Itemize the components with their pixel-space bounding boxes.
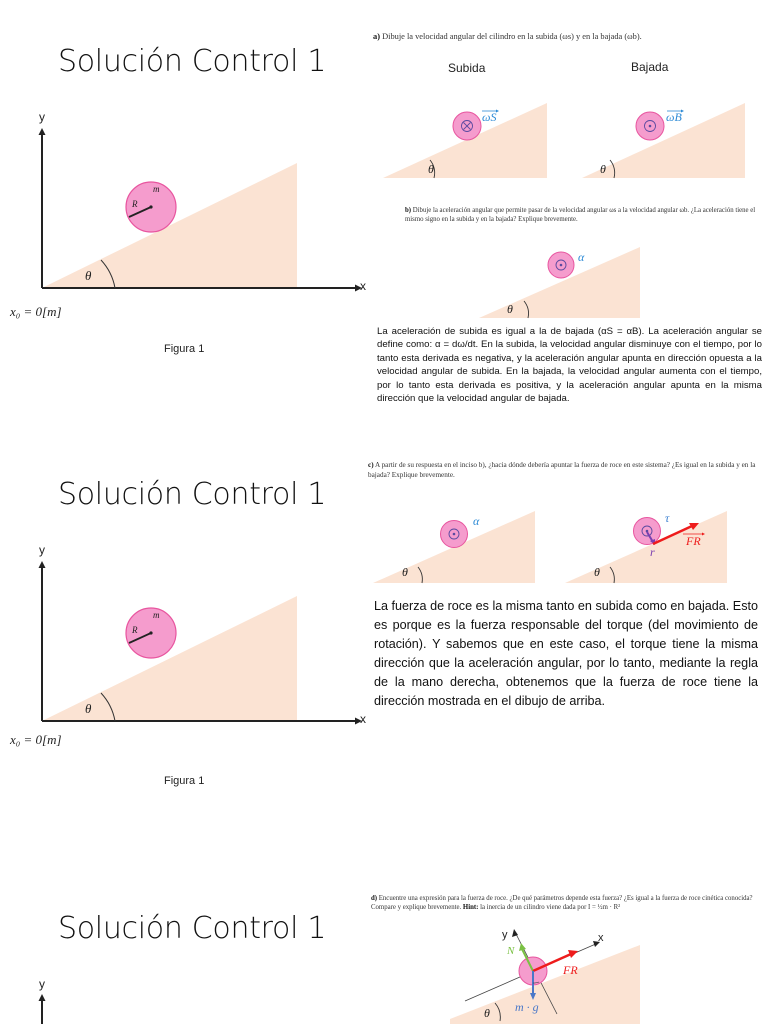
friction-diagrams [373,511,727,584]
fbd-y-label: y [502,929,508,941]
incline-figure-partial [38,994,46,1024]
y-axis-arrow-icon [38,561,46,568]
mass-label: m [153,184,160,194]
question-d: d) Encuentre una expresión para la fuerz… [371,895,753,912]
into-page-icon [461,120,473,132]
answer-b: La aceleración de subida es igual a la d… [377,326,762,405]
omega-diagrams [383,103,745,179]
radius-line [128,206,152,218]
slide-title: Solución Control 1 [58,911,327,946]
free-body-diagram [450,929,640,1024]
y-axis-arrow-icon [38,128,46,135]
label-bajada: Bajada [631,60,669,74]
figure-caption: Figura 1 [164,775,205,787]
omega-s-label: ωS [482,110,497,124]
friction-label: FR [686,534,701,548]
slide-title: Solución Control 1 [58,44,327,79]
x-axis-arrow-icon [355,717,362,725]
x-axis-label: x [360,712,366,726]
mass-label: m [153,610,160,620]
figure-caption: Figura 1 [164,343,205,355]
y-axis-label: y [39,977,45,991]
radius-label: R [132,625,138,635]
friction-label: FR [563,963,578,977]
y-axis-label: y [39,543,45,557]
question-a: a) Dibuje la velocidad angular del cilin… [373,32,642,41]
omega-b-label: ωB [666,110,682,124]
r-label: r [650,545,655,559]
angle-label: θ [428,162,434,176]
question-b: b) Dibuje la aceleración angular que per… [405,207,756,223]
origin-label: x₀ = 0[m] [10,304,62,319]
angle-label: θ [85,268,92,283]
x-axis-label: x [360,279,366,293]
angle-label: θ [85,701,92,716]
label-subida: Subida [448,61,486,75]
incline-figure [38,561,362,725]
incline-figure [38,128,362,292]
weight-label: m · g [515,1000,539,1014]
x-axis-arrow-icon [355,284,362,292]
answer-c: La fuerza de roce es la misma tanto en s… [374,599,758,708]
tau-label: τ [665,511,670,525]
normal-label: N [507,945,515,957]
angle-label: θ [594,565,600,579]
slide-title: Solución Control 1 [58,477,327,512]
angle-label: θ [507,302,513,316]
alpha-diagram [479,247,640,319]
out-of-page-icon [641,525,653,537]
radius-label: R [132,199,138,209]
fbd-x-label: x [598,932,604,944]
out-of-page-icon [555,259,567,271]
y-axis-label: y [39,110,45,124]
angle-arc [100,259,116,289]
question-c: c) A partir de su respuesta en el inciso… [368,461,756,479]
origin-label: x₀ = 0[m] [10,732,62,747]
alpha-label: α [578,250,585,264]
angle-label: θ [600,162,606,176]
angle-label: θ [402,565,408,579]
alpha-label: α [473,514,480,528]
friction-vector [652,524,693,546]
wedge [44,163,297,287]
normal-vector [521,948,534,972]
angle-label: θ [484,1006,490,1020]
out-of-page-icon [644,120,656,132]
out-of-page-icon [448,528,460,540]
friction-vector [532,952,572,973]
y-axis-arrow-icon [38,994,46,1001]
